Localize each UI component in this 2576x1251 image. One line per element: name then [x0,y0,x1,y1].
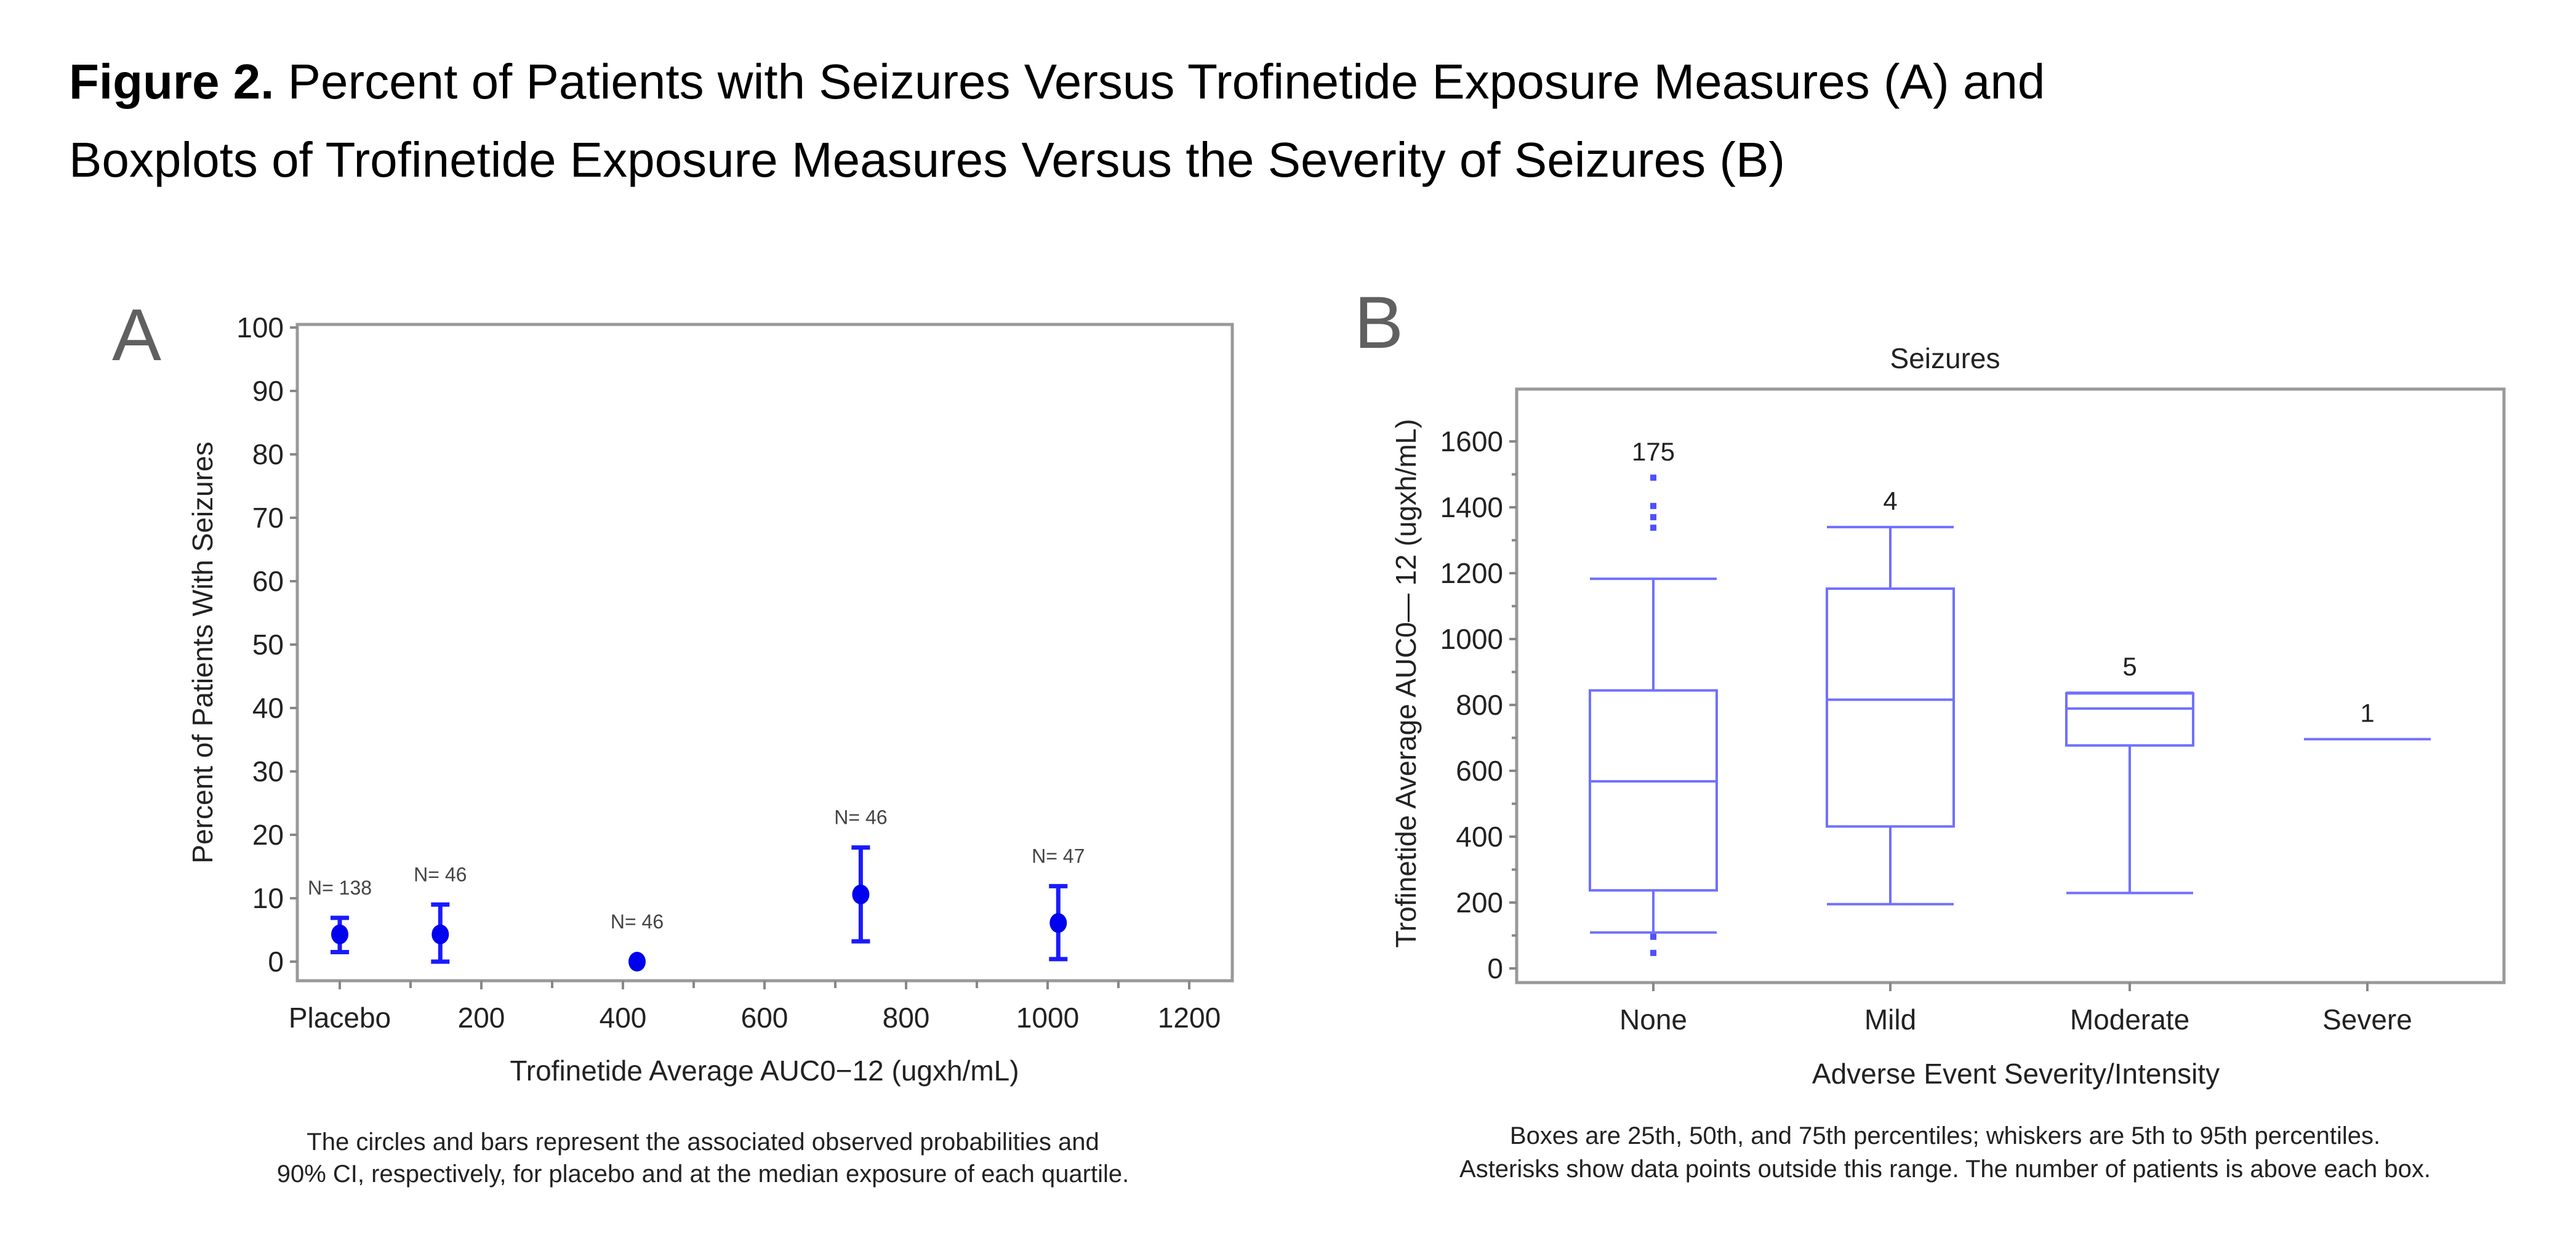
y-tick-label: 1400 [1440,491,1503,523]
panel-b-plot-frame [1515,387,2506,984]
y-tick-label: 40 [252,692,284,724]
panel-a-x-axis-title: Trofinetide Average AUC0−12 (ugxh/mL) [510,1055,1019,1087]
box-plot-severe: 1 [2304,699,2431,741]
x-tick-label: Moderate [2070,1004,2189,1036]
y-tick-label: 100 [236,312,284,344]
y-tick-label: 30 [252,755,284,787]
y-tick-label: 200 [1456,887,1503,919]
patient-count-label: 5 [2122,652,2137,681]
panel-b-y-axis: 0 200 400 600 800 1000 1200 1400 1600 [1440,425,1517,984]
panel-a-marks: N= 138 N= 46 N= 46 N= 46 N= 47 [308,807,1085,971]
outlier-asterisk [1650,474,1656,481]
y-tick-label: 1200 [1440,557,1503,589]
box-plot-mild: 4 [1826,486,1955,906]
panel-b-x-axis-title: Adverse Event Severity/Intensity [1812,1058,2220,1090]
outlier-asterisk [1650,514,1656,521]
panel-b: B Seizures 0 200 400 600 800 1000 1200 1400 1600… [1354,281,2506,1183]
y-tick-label: 600 [1456,755,1503,787]
n-label: N= 46 [611,911,664,933]
y-tick-label: 50 [252,629,284,661]
x-tick-label: 1000 [1016,1002,1079,1034]
panel-a-caption-line1: The circles and bars represent the assoc… [307,1128,1099,1156]
figure-title-line2: Boxplots of Trofinetide Exposure Measure… [69,132,1785,187]
outlier-asterisk [1650,949,1656,956]
patient-count-label: 1 [2360,699,2374,728]
panel-b-title: Seizures [1890,342,2000,374]
y-tick-label: 0 [268,946,284,978]
patient-count-label: 175 [1632,437,1675,466]
y-tick-label: 60 [252,565,284,597]
y-tick-label: 10 [252,882,284,914]
n-label: N= 138 [308,877,372,899]
panel-a-y-axis: 0 10 20 30 40 50 60 70 80 90 100 [236,312,297,978]
outlier-asterisk [1650,525,1656,531]
data-point [1049,913,1067,933]
y-tick-label: 1000 [1440,623,1503,655]
y-tick-label: 1600 [1440,425,1503,457]
figure-title-rest: Percent of Patients with Seizures Versus… [274,54,2045,109]
data-point [331,924,348,944]
y-tick-label: 400 [1456,821,1503,853]
x-tick-label: Mild [1864,1004,1916,1036]
box-plot-none: 175 [1589,437,1718,956]
y-tick-label: 20 [252,819,284,851]
panel-a-letter: A [112,294,161,376]
panel-b-marks: 175 4 5 1 [1589,437,2431,956]
panel-b-caption-line2: Asterisks show data points outside this … [1459,1156,2431,1183]
n-label: N= 47 [1032,845,1085,867]
panel-b-x-axis: None Mild Moderate Severe [1619,983,2412,1036]
y-tick-label: 70 [252,502,284,534]
panel-b-caption-line1: Boxes are 25th, 50th, and 75th percentil… [1510,1122,2380,1149]
n-label: N= 46 [414,863,467,885]
x-tick-label: 400 [600,1002,647,1034]
panel-a-caption-line2: 90% CI, respectively, for placebo and at… [277,1160,1130,1188]
data-point [431,924,449,944]
data-point [852,884,870,904]
x-tick-label: 600 [741,1002,788,1034]
data-point [628,952,646,971]
panel-a: A 0 10 20 30 40 50 60 70 80 90 100 Placebo 200 400 60… [112,294,1234,1188]
box [2065,692,2194,747]
x-tick-label: 200 [458,1002,505,1034]
y-tick-label: 90 [252,375,284,407]
box [1826,587,1955,828]
x-tick-label: 800 [883,1002,930,1034]
outlier-asterisk [1650,933,1656,940]
box [1589,689,1718,892]
figure-title-line1: Figure 2. Percent of Patients with Seizu… [69,54,2045,109]
x-tick-label: 1200 [1158,1002,1221,1034]
box-plot-moderate: 5 [2065,652,2194,895]
outlier-asterisk [1650,502,1656,509]
y-tick-label: 800 [1456,689,1503,721]
y-tick-label: 80 [252,438,284,470]
n-label: N= 46 [834,807,887,829]
panel-a-y-axis-title: Percent of Patients With Seizures [187,441,219,863]
patient-count-label: 4 [1883,486,1897,515]
x-tick-label: Placebo [289,1002,391,1034]
panel-b-letter: B [1354,281,1403,364]
x-tick-label: Severe [2322,1004,2412,1036]
x-tick-label: None [1619,1004,1687,1036]
panel-a-x-axis: Placebo 200 400 600 800 1000 1200 [289,981,1221,1034]
panel-b-y-axis-title: Trofinetide Average AUC0— 12 (ugxh/mL) [1390,419,1422,947]
figure-title-bold: Figure 2. [69,54,274,109]
y-tick-label: 0 [1487,952,1503,984]
